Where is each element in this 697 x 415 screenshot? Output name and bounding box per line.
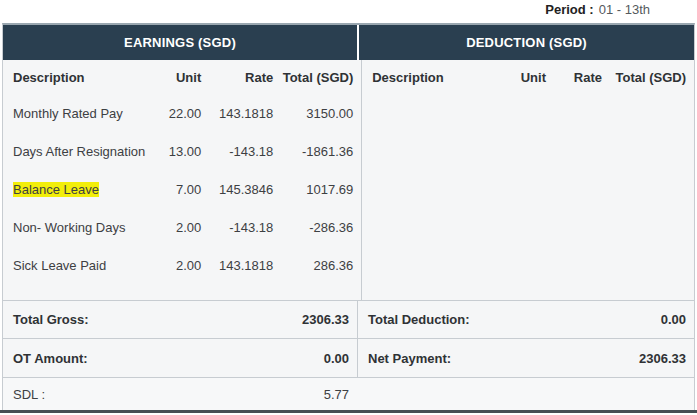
total-gross-value: 2306.33 [302,312,349,327]
total-deduction-label: Total Deduction: [368,312,661,327]
bottom-divider-bar [0,410,697,413]
earnings-col-rate: Rate [201,70,273,85]
period-label: Period : [545,2,593,17]
earnings-row: Monthly Rated Pay 22.00 143.1818 3150.00 [3,94,361,132]
payslip-table: EARNINGS (SGD) DEDUCTION (SGD) Descripti… [2,23,695,410]
deductions-col-total: Total (SGD) [602,70,686,85]
earnings-col-unit: Unit [145,70,201,85]
earnings-column-headers: Description Unit Rate Total (SGD) [3,60,361,94]
total-gross-cell: Total Gross: 2306.33 [3,301,357,338]
ot-amount-cell: OT Amount: 0.00 [3,339,357,377]
earnings-row: Balance Leave 7.00 145.3846 1017.69 [3,170,361,208]
earnings-row-total: 3150.00 [273,106,353,121]
earnings-row-description: Days After Resignation [13,144,145,159]
deduction-section-title: DEDUCTION (SGD) [357,25,694,60]
earnings-row-total: -286.36 [273,220,353,235]
earnings-row-total: 286.36 [273,258,353,273]
net-payment-value: 2306.33 [639,351,686,366]
earnings-row-total: -1861.36 [273,144,353,159]
ot-amount-label: OT Amount: [13,351,324,366]
net-payment-cell: Net Payment: 2306.33 [357,339,694,377]
net-payment-label: Net Payment: [368,351,639,366]
earnings-row-total: 1017.69 [273,182,353,197]
earnings-col-total: Total (SGD) [273,70,353,85]
deductions-col-unit: Unit [490,70,546,85]
sdl-row: SDL : 5.77 [3,377,694,410]
totals-row-1: Total Gross: 2306.33 Total Deduction: 0.… [3,301,694,339]
earnings-row: Days After Resignation 13.00 -143.18 -18… [3,132,361,170]
sdl-label: SDL : [13,387,324,402]
deductions-panel: Description Unit Rate Total (SGD) [361,60,694,300]
earnings-row-rate: -143.18 [201,220,273,235]
earnings-row-rate: 143.1818 [201,258,273,273]
payslip-page: { "period": { "label": "Period :", "valu… [0,0,697,415]
earnings-row: Non- Working Days 2.00 -143.18 -286.36 [3,208,361,246]
total-deduction-value: 0.00 [661,312,686,327]
deductions-col-description: Description [372,70,490,85]
earnings-row-description: Non- Working Days [13,220,125,235]
sdl-value: 5.77 [324,387,349,402]
total-deduction-cell: Total Deduction: 0.00 [357,301,694,338]
earnings-section-title: EARNINGS (SGD) [3,25,357,60]
earnings-row-rate: 145.3846 [201,182,273,197]
deductions-column-headers: Description Unit Rate Total (SGD) [362,60,694,94]
earnings-row-unit: 7.00 [145,182,201,197]
earnings-row: Sick Leave Paid 2.00 143.1818 286.36 [3,246,361,284]
totals-section: Total Gross: 2306.33 Total Deduction: 0.… [3,300,694,377]
earnings-row-rate: -143.18 [201,144,273,159]
earnings-col-description: Description [13,70,145,85]
earnings-row-description: Monthly Rated Pay [13,106,123,121]
earnings-row-description: Balance Leave [13,182,99,197]
totals-row-2: OT Amount: 0.00 Net Payment: 2306.33 [3,339,694,377]
earnings-row-unit: 13.00 [145,144,201,159]
earnings-panel: Description Unit Rate Total (SGD) Monthl… [3,60,361,300]
section-headers: EARNINGS (SGD) DEDUCTION (SGD) [3,25,694,60]
deductions-col-rate: Rate [546,70,602,85]
earnings-row-description: Sick Leave Paid [13,258,106,273]
total-gross-label: Total Gross: [13,312,302,327]
earnings-row-unit: 2.00 [145,258,201,273]
earnings-row-unit: 2.00 [145,220,201,235]
ot-amount-value: 0.00 [324,351,349,366]
period-row: Period : 01 - 13th [0,0,697,23]
table-body: Description Unit Rate Total (SGD) Monthl… [3,60,694,300]
earnings-row-unit: 22.00 [145,106,201,121]
earnings-row-rate: 143.1818 [201,106,273,121]
period-value: 01 - 13th [599,2,650,17]
